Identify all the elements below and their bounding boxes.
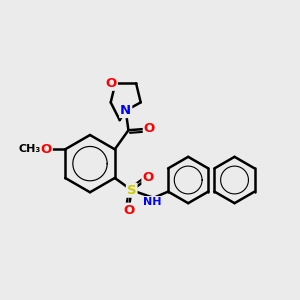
Text: O: O bbox=[144, 122, 155, 135]
Text: S: S bbox=[127, 184, 136, 197]
Text: O: O bbox=[123, 204, 135, 217]
Text: CH₃: CH₃ bbox=[18, 144, 40, 154]
Text: O: O bbox=[142, 171, 154, 184]
Text: N: N bbox=[120, 104, 131, 117]
Text: O: O bbox=[40, 143, 52, 156]
Text: O: O bbox=[106, 77, 117, 90]
Text: NH: NH bbox=[142, 197, 161, 207]
